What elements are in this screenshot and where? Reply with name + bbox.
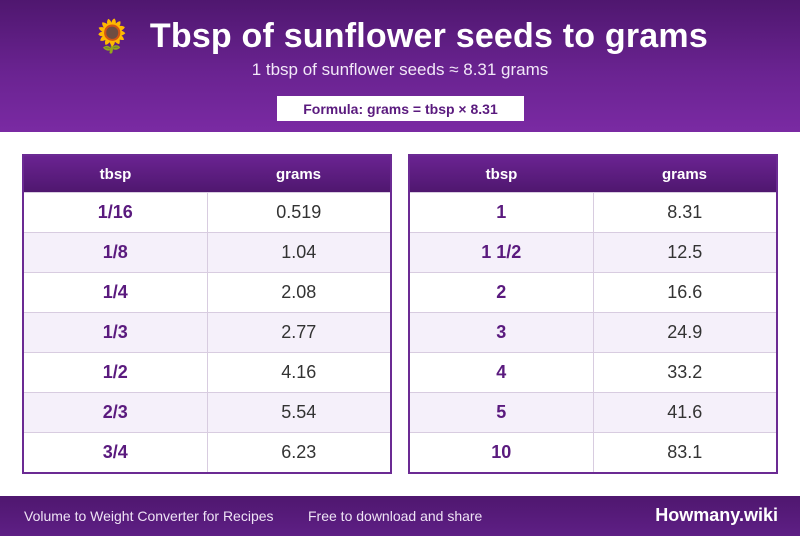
table-row: 3 24.9 bbox=[410, 312, 776, 352]
title-row: 🌻 Tbsp of sunflower seeds to grams bbox=[0, 14, 800, 58]
tbsp-cell: 10 bbox=[410, 433, 594, 472]
grams-cell: 2.77 bbox=[281, 322, 317, 342]
header-banner: 🌻 Tbsp of sunflower seeds to grams 1 tbs… bbox=[0, 0, 800, 132]
table-row: 3/4 6.23 bbox=[24, 432, 390, 472]
tbsp-cell: 1/2 bbox=[24, 353, 208, 392]
grams-cell: 33.2 bbox=[667, 362, 703, 382]
table-row: 2 16.6 bbox=[410, 272, 776, 312]
tbsp-cell: 1/8 bbox=[24, 233, 208, 272]
tbsp-cell: 1 bbox=[410, 193, 594, 232]
grams-cell: 8.31 bbox=[667, 202, 703, 222]
column-header-grams: grams bbox=[661, 165, 708, 183]
brand-logo[interactable]: Howmany.wiki bbox=[655, 505, 778, 525]
grams-cell: 2.08 bbox=[281, 282, 317, 302]
column-header-tbsp: tbsp bbox=[485, 165, 518, 183]
formula-badge: Formula: grams = tbsp × 8.31 bbox=[277, 96, 524, 121]
tbsp-cell: 2 bbox=[410, 273, 594, 312]
tbsp-cell: 5 bbox=[410, 393, 594, 432]
table-row: 5 41.6 bbox=[410, 392, 776, 432]
conversion-table-small: tbsp grams 1/16 0.519 1/8 1.04 1/4 2.08 1/3… bbox=[22, 154, 392, 474]
tbsp-cell: 1/16 bbox=[24, 193, 208, 232]
column-header-grams: grams bbox=[275, 165, 322, 183]
grams-cell: 6.23 bbox=[281, 442, 317, 462]
sunflower-icon: 🌻 bbox=[92, 18, 132, 54]
table-row: 4 33.2 bbox=[410, 352, 776, 392]
grams-cell: 1.04 bbox=[281, 242, 317, 262]
table-header: tbsp grams bbox=[410, 154, 776, 192]
table-row: 1/16 0.519 bbox=[24, 192, 390, 232]
table-row: 1/4 2.08 bbox=[24, 272, 390, 312]
tbsp-cell: 3 bbox=[410, 313, 594, 352]
footer-bar: Volume to Weight Converter for Recipes F… bbox=[0, 496, 800, 536]
grams-cell: 16.6 bbox=[667, 282, 703, 302]
grams-cell: 24.9 bbox=[667, 322, 703, 342]
table-header: tbsp grams bbox=[24, 154, 390, 192]
table-row: 1/2 4.16 bbox=[24, 352, 390, 392]
grams-cell: 41.6 bbox=[667, 402, 703, 422]
grams-cell: 0.519 bbox=[276, 202, 322, 222]
table-row: 2/3 5.54 bbox=[24, 392, 390, 432]
table-row: 1 8.31 bbox=[410, 192, 776, 232]
tbsp-cell: 4 bbox=[410, 353, 594, 392]
tbsp-cell: 1 1/2 bbox=[410, 233, 594, 272]
column-header-tbsp: tbsp bbox=[99, 165, 132, 183]
grams-cell: 12.5 bbox=[667, 242, 703, 262]
table-row: 10 83.1 bbox=[410, 432, 776, 472]
footer-tagline: Volume to Weight Converter for Recipes bbox=[24, 508, 274, 524]
table-row: 1/8 1.04 bbox=[24, 232, 390, 272]
grams-cell: 4.16 bbox=[281, 362, 317, 382]
grams-cell: 83.1 bbox=[667, 442, 703, 462]
conversion-table-large: tbsp grams 1 8.31 1 1/2 12.5 2 16.6 3 24.9 4… bbox=[408, 154, 778, 474]
tbsp-cell: 3/4 bbox=[24, 433, 208, 472]
table-row: 1 1/2 12.5 bbox=[410, 232, 776, 272]
footer-share-note: Free to download and share bbox=[308, 508, 483, 524]
tbsp-cell: 1/4 bbox=[24, 273, 208, 312]
grams-cell: 5.54 bbox=[281, 402, 317, 422]
page-subtitle: 1 tbsp of sunflower seeds ≈ 8.31 grams bbox=[251, 60, 549, 79]
page-title: Tbsp of sunflower seeds to grams bbox=[149, 16, 708, 55]
tbsp-cell: 1/3 bbox=[24, 313, 208, 352]
tbsp-cell: 2/3 bbox=[24, 393, 208, 432]
table-row: 1/3 2.77 bbox=[24, 312, 390, 352]
